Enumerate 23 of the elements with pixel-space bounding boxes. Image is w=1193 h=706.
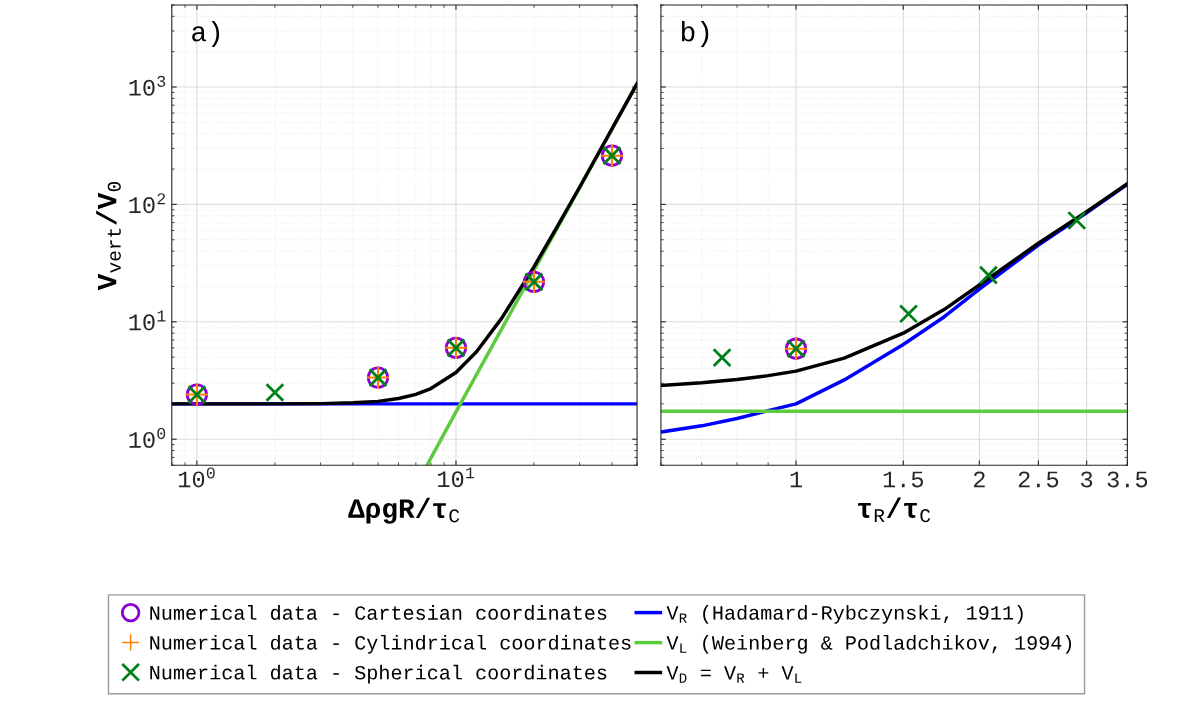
legend-label: Numerical data - Cylindrical coordinates xyxy=(150,634,631,654)
x-tick-label: 3.5 xyxy=(1107,471,1148,488)
x-tick-label: 3 xyxy=(1081,471,1093,488)
x-axis-title: ΔρgR/τ$_{C}$ xyxy=(348,497,460,524)
y-axis-title: V$_{vert}$/V$_{0}$ xyxy=(96,181,121,291)
legend-label: Numerical data - Cartesian coordinates xyxy=(150,605,607,620)
annotation: b) xyxy=(682,21,709,47)
y-tick-label: 10$^{2}$ xyxy=(129,193,166,214)
x-tick-label: 10$^{0}$ xyxy=(179,467,215,488)
x-tick-label: 1.5 xyxy=(883,471,924,488)
x-tick-label: 2 xyxy=(973,471,985,488)
x-axis-title: τ$_{R}$/τ$_{C}$ xyxy=(858,497,931,523)
y-tick-label: 10$^{3}$ xyxy=(129,75,166,96)
x-tick-label: 10$^{1}$ xyxy=(438,467,475,488)
legend-label: V$_{D}$ = V$_{R}$ + V$_{L}$ xyxy=(666,666,802,683)
legend-label: V$_{L}$ (Weinberg & Podladchikov, 1994) xyxy=(666,634,1072,654)
annotation: a) xyxy=(192,21,220,47)
x-tick-label: 1 xyxy=(790,471,802,488)
legend-label: V$_{R}$ (Hadamard-Rybczynski, 1911) xyxy=(666,604,1023,624)
legend-label: Numerical data - Spherical coordinates xyxy=(150,664,607,684)
y-tick-label: 10$^{1}$ xyxy=(129,310,166,331)
y-tick-label: 10$^{0}$ xyxy=(129,427,166,448)
x-tick-label: 2.5 xyxy=(1018,471,1059,488)
